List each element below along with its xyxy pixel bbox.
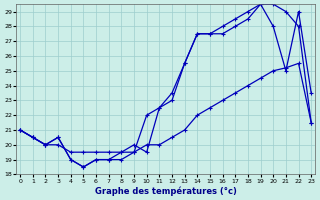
X-axis label: Graphe des températures (°c): Graphe des températures (°c) (95, 186, 236, 196)
